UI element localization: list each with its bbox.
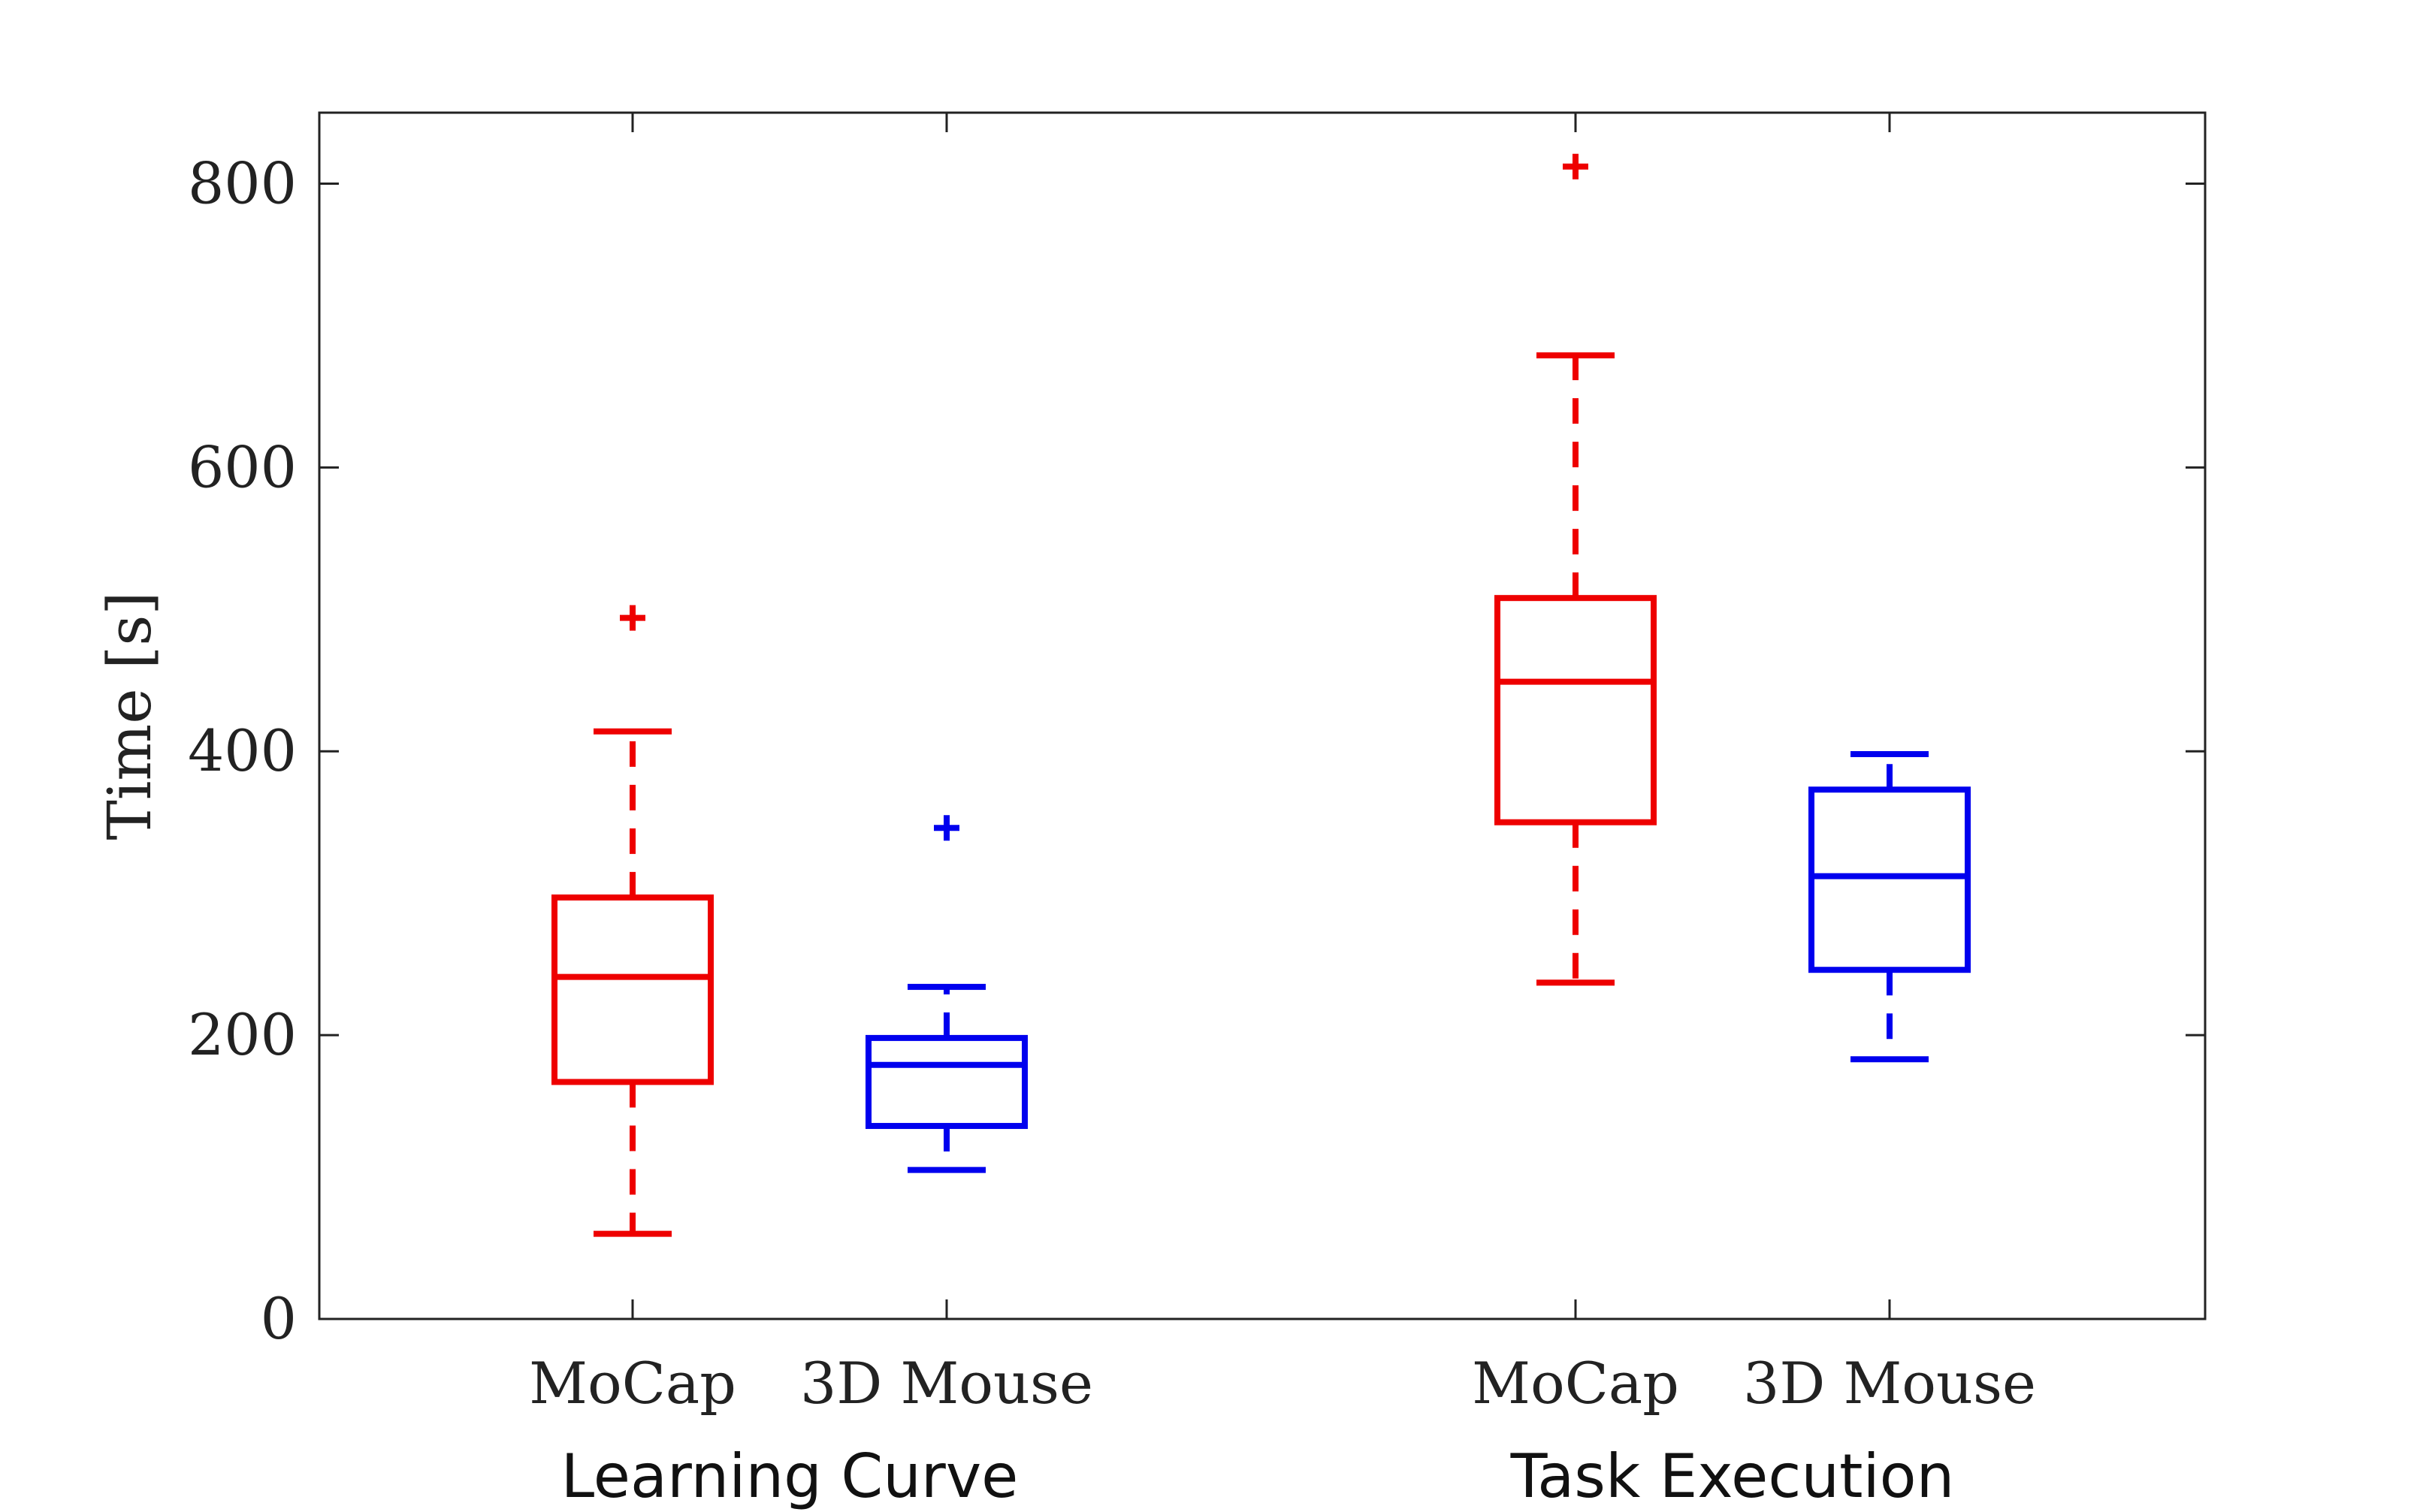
x-tick-label: MoCap	[1472, 1350, 1679, 1417]
x-tick-label: 3D Mouse	[1743, 1350, 2036, 1417]
x-tick-label: MoCap	[529, 1350, 736, 1417]
y-tick-label: 800	[188, 149, 297, 216]
group-label: Learning Curve	[561, 1441, 1019, 1511]
plot-area-frame	[318, 111, 2207, 1320]
x-axis: MoCap 3D Mouse Learning Curve MoCap 3D Mouse…	[529, 113, 2036, 1511]
y-tick-label: 600	[188, 433, 297, 500]
box-series	[551, 153, 1971, 1237]
y-axis: 0 200 400 600 800	[188, 149, 2205, 1352]
box-iqr	[551, 894, 714, 1085]
box-iqr	[1494, 595, 1657, 825]
y-tick-label: 400	[188, 717, 297, 784]
box-iqr	[1808, 786, 1971, 973]
x-tick-label: 3D Mouse	[800, 1350, 1093, 1417]
y-axis-label: Time [s]	[95, 591, 165, 840]
y-tick-label: 0	[261, 1285, 297, 1352]
box-iqr	[866, 1034, 1028, 1130]
group-label: Task Execution	[1510, 1441, 1955, 1511]
y-tick-label: 200	[188, 1001, 297, 1068]
